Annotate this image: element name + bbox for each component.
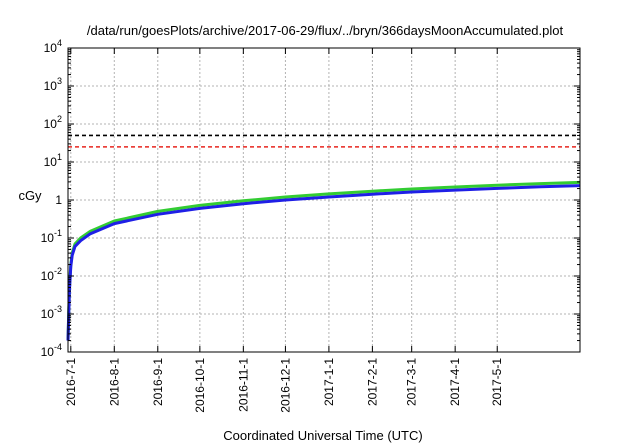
y-tick-label: 1 <box>55 193 62 207</box>
x-tick-label: 2016-7-1 <box>64 358 78 406</box>
y-tick-label: 10-4 <box>41 342 62 359</box>
x-axis-label: Coordinated Universal Time (UTC) <box>223 428 422 443</box>
threshold-lines <box>68 134 580 148</box>
y-tick-label: 102 <box>44 114 62 131</box>
x-tick-label: 2017-4-1 <box>448 358 462 406</box>
x-tick-label: 2017-2-1 <box>365 358 379 406</box>
y-tick-label: 104 <box>44 38 62 55</box>
y-tick-label: 10-2 <box>41 266 62 283</box>
x-tick-label: 2017-5-1 <box>490 358 504 406</box>
y-tick-label: 101 <box>44 152 62 169</box>
y-axis-label: cGy <box>18 188 42 203</box>
x-tick-label: 2016-10-1 <box>193 358 207 413</box>
x-tick-label: 2017-3-1 <box>405 358 419 406</box>
y-tick-label: 103 <box>44 76 62 93</box>
y-tick-label: 10-1 <box>41 228 62 245</box>
x-tick-label: 2016-8-1 <box>107 358 121 406</box>
x-tick-label: 2016-12-1 <box>278 358 292 413</box>
x-tick-label: 2016-9-1 <box>151 358 165 406</box>
y-axis-ticks: 10-4 10-3 10-2 10-1 1 101 102 103 104 <box>41 38 580 359</box>
grid <box>68 48 580 352</box>
x-tick-label: 2017-1-1 <box>322 358 336 406</box>
x-tick-label: 2016-11-1 <box>236 358 250 412</box>
series-lines <box>66 180 581 341</box>
x-axis-ticks: 2016-7-1 2016-8-1 2016-9-1 2016-10-1 2016-11… <box>64 48 504 413</box>
y-tick-label: 10-3 <box>41 304 62 321</box>
chart-title: /data/run/goesPlots/archive/2017-06-29/f… <box>87 23 564 38</box>
series-line-1 <box>66 184 581 341</box>
